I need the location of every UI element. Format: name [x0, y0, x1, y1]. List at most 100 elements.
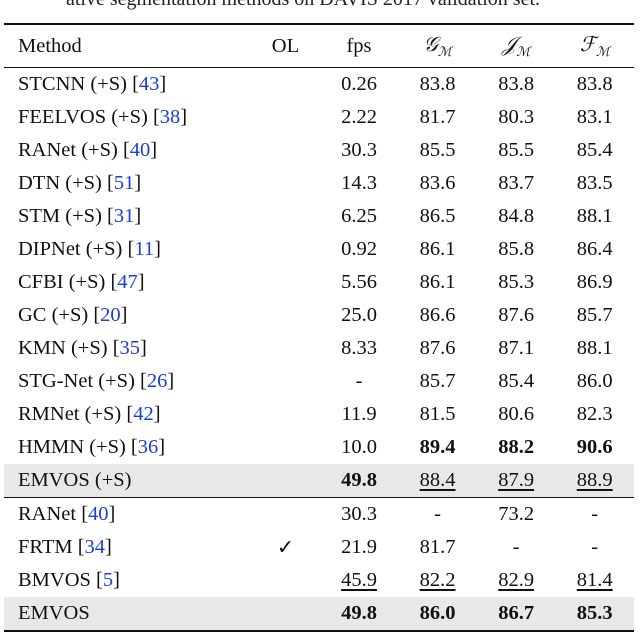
table-row: CFBI (+S) [47] 5.56 86.1 85.3 86.9 — [4, 266, 634, 299]
citation-link[interactable]: 36 — [137, 436, 159, 458]
table-row: RANet [40] 30.3 - 73.2 - — [4, 497, 634, 531]
table-row: STG-Net (+S) [26] - 85.7 85.4 86.0 — [4, 365, 634, 398]
g-cell: 86.1 — [419, 238, 456, 260]
method-cell: CFBI (+S) [47] — [18, 271, 145, 293]
caption-clip: ative segmentation methods on DAVIS 2017… — [0, 0, 640, 14]
citation-link[interactable]: 34 — [84, 536, 106, 558]
method-cell: DIPNet (+S) [11] — [18, 238, 161, 260]
citation-link[interactable]: 40 — [88, 503, 109, 525]
j-cell: 83.7 — [498, 172, 535, 194]
j-cell: 85.4 — [498, 370, 535, 392]
f-cell: 83.8 — [576, 73, 613, 95]
results-table: Method OL fps 𝒢ℳ 𝒥ℳ ℱℳ STCNN (+S) [43] 0… — [4, 23, 634, 632]
citation-link[interactable]: 43 — [138, 73, 160, 95]
method-cell: RANet [40] — [4, 497, 252, 531]
j-cell: 73.2 — [476, 497, 556, 531]
ol-cell — [251, 497, 320, 531]
citation-link[interactable]: 31 — [113, 205, 135, 227]
j-cell: 85.8 — [498, 238, 535, 260]
ol-cell — [251, 597, 320, 631]
j-cell: 80.6 — [498, 403, 535, 425]
fps-cell: 8.33 — [341, 337, 377, 359]
citation-link[interactable]: 40 — [129, 139, 151, 161]
f-cell: 86.0 — [576, 370, 613, 392]
table-row-highlighted: EMVOS 49.8 86.0 86.7 85.3 — [4, 597, 634, 631]
fps-cell: 21.9 — [341, 536, 377, 558]
method-cell: RMNet (+S) [42] — [18, 403, 161, 425]
f-cell: - — [591, 536, 599, 558]
method-cell: STM (+S) [31] — [18, 205, 142, 227]
f-cell: 85.7 — [576, 304, 613, 326]
ol-cell — [251, 365, 320, 398]
citation-link[interactable]: 38 — [159, 106, 181, 128]
f-cell: 83.1 — [576, 106, 613, 128]
fps-cell: 49.8 — [319, 464, 399, 498]
header-row: Method OL fps 𝒢ℳ 𝒥ℳ ℱℳ — [4, 24, 634, 68]
f-cell: 90.6 — [576, 436, 613, 458]
fps-cell: 11.9 — [341, 403, 377, 425]
citation-link[interactable]: 26 — [146, 370, 168, 392]
ol-cell — [251, 464, 320, 498]
table-row: HMMN (+S) [36] 10.0 89.4 88.2 90.6 — [4, 431, 634, 464]
g-cell: 86.6 — [419, 304, 456, 326]
f-cell: 86.4 — [576, 238, 613, 260]
g-cell: 86.1 — [419, 271, 456, 293]
header-j: 𝒥ℳ — [502, 31, 531, 61]
method-cell: FRTM [34] — [18, 536, 112, 558]
citation-link[interactable]: 51 — [113, 172, 135, 194]
j-cell: 87.1 — [498, 337, 535, 359]
g-cell: 81.5 — [419, 403, 456, 425]
j-cell: 83.8 — [498, 73, 535, 95]
g-cell: 82.2 — [419, 569, 456, 591]
ol-checkmark: ✓ — [276, 537, 295, 559]
header-g: 𝒢ℳ — [423, 31, 452, 61]
fps-cell: 5.56 — [341, 271, 377, 293]
f-cell: 88.1 — [576, 337, 613, 359]
table-row: STCNN (+S) [43] 0.26 83.8 83.8 83.8 — [4, 68, 634, 102]
ol-cell — [251, 332, 320, 365]
citation-link[interactable]: 47 — [117, 271, 138, 293]
g-cell: 83.8 — [419, 73, 456, 95]
citation-link[interactable]: 42 — [133, 403, 154, 425]
g-cell: - — [398, 497, 477, 531]
header-method: Method — [18, 34, 82, 57]
table-row: BMVOS [5] 45.9 82.2 82.9 81.4 — [4, 564, 634, 597]
ol-cell — [251, 134, 320, 167]
f-cell: 86.9 — [576, 271, 613, 293]
citation-link[interactable]: 5 — [102, 569, 114, 591]
method-cell: STCNN (+S) [43] — [18, 73, 167, 95]
method-cell: GC (+S) [20] — [18, 304, 128, 326]
table-row: KMN (+S) [35] 8.33 87.6 87.1 88.1 — [4, 332, 634, 365]
ol-cell — [251, 68, 320, 102]
ol-cell — [251, 398, 320, 431]
g-cell: 85.5 — [419, 139, 456, 161]
f-cell: 82.3 — [576, 403, 613, 425]
g-cell: 81.7 — [419, 536, 456, 558]
method-cell: HMMN (+S) [36] — [18, 436, 166, 458]
table-row-highlighted: EMVOS (+S) 49.8 88.4 87.9 88.9 — [4, 464, 634, 498]
fps-cell: 0.26 — [341, 73, 377, 95]
j-cell: 85.5 — [498, 139, 535, 161]
header-ol: OL — [271, 34, 300, 57]
method-cell: EMVOS — [4, 597, 252, 631]
fps-cell: 30.3 — [319, 497, 399, 531]
fps-cell: 25.0 — [341, 304, 377, 326]
j-cell: 85.3 — [498, 271, 535, 293]
table-row: RANet (+S) [40] 30.3 85.5 85.5 85.4 — [4, 134, 634, 167]
g-cell: 86.0 — [398, 597, 477, 631]
fps-cell: 45.9 — [341, 569, 377, 591]
method-cell: BMVOS [5] — [18, 569, 120, 591]
f-cell: - — [555, 497, 634, 531]
fps-cell: 10.0 — [341, 436, 377, 458]
citation-link[interactable]: 35 — [119, 337, 141, 359]
citation-link[interactable]: 11 — [134, 238, 155, 260]
g-cell: 81.7 — [419, 106, 456, 128]
method-cell: DTN (+S) [51] — [18, 172, 142, 194]
header-f: ℱℳ — [579, 31, 610, 61]
table-row: DTN (+S) [51] 14.3 83.6 83.7 83.5 — [4, 167, 634, 200]
citation-link[interactable]: 20 — [100, 304, 121, 326]
ol-cell — [251, 299, 320, 332]
table-row: GC (+S) [20] 25.0 86.6 87.6 85.7 — [4, 299, 634, 332]
g-cell: 87.6 — [419, 337, 456, 359]
g-cell: 89.4 — [419, 436, 456, 458]
